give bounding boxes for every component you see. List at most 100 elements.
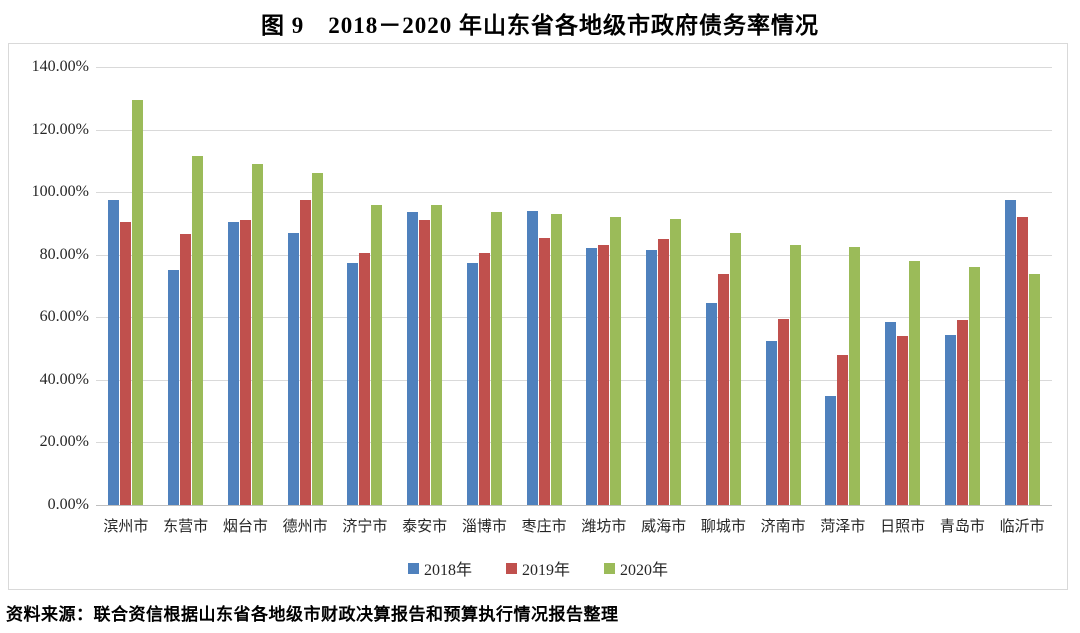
bar bbox=[789, 245, 801, 505]
x-axis-label: 聊城市 bbox=[700, 519, 746, 535]
gridline bbox=[96, 192, 1052, 194]
bar bbox=[705, 303, 717, 505]
legend-item: 2019年 bbox=[505, 556, 570, 580]
bar bbox=[717, 273, 729, 505]
bar bbox=[598, 245, 610, 505]
bar bbox=[646, 250, 658, 505]
bar bbox=[1004, 199, 1016, 505]
x-axis-label: 威海市 bbox=[641, 519, 687, 535]
y-tick-label: 20.00% bbox=[39, 433, 89, 451]
bar bbox=[192, 156, 204, 505]
bar-group bbox=[395, 67, 455, 505]
legend-label: 2018年 bbox=[423, 562, 472, 579]
y-tick-label: 60.00% bbox=[39, 308, 89, 326]
x-axis-label: 临沂市 bbox=[999, 519, 1045, 535]
bar bbox=[1016, 217, 1028, 505]
y-axis: 140.00% 120.00% 100.00% 80.00% 60.00% 40.00% 2… bbox=[9, 58, 89, 513]
bar bbox=[586, 248, 598, 505]
bar bbox=[837, 354, 849, 505]
bar bbox=[180, 234, 192, 505]
bar-group bbox=[694, 67, 754, 505]
x-axis-label: 淄博市 bbox=[461, 519, 507, 535]
bar bbox=[1028, 273, 1040, 505]
bar bbox=[120, 221, 132, 505]
bar bbox=[956, 320, 968, 505]
bar bbox=[550, 214, 562, 505]
bar bbox=[466, 262, 478, 505]
bar bbox=[407, 212, 419, 505]
plot-area bbox=[96, 67, 1052, 506]
x-axis: 滨州市 东营市 烟台市 德州市 济宁市 泰安市 淄博市 枣庄市 潍坊市 威海市 聊城市 济南市 菏泽市日… bbox=[96, 515, 1052, 536]
bar bbox=[765, 340, 777, 505]
bar-group bbox=[873, 67, 933, 505]
bar-group bbox=[156, 67, 216, 505]
bar bbox=[490, 212, 502, 505]
x-axis-label: 青岛市 bbox=[939, 519, 985, 535]
legend-swatch-icon bbox=[407, 562, 419, 574]
bar bbox=[729, 232, 741, 505]
y-tick-label: 40.00% bbox=[39, 370, 89, 388]
bar-series-container bbox=[96, 67, 1052, 505]
legend-label: 2019年 bbox=[521, 562, 570, 579]
bar bbox=[108, 199, 120, 505]
bar bbox=[347, 262, 359, 505]
gridline bbox=[96, 442, 1052, 444]
bar-group bbox=[216, 67, 276, 505]
bar-group bbox=[813, 67, 873, 505]
gridline bbox=[96, 254, 1052, 256]
legend-swatch-icon bbox=[604, 562, 615, 574]
x-axis-label: 济南市 bbox=[760, 519, 806, 535]
bar bbox=[419, 220, 431, 505]
bar-group bbox=[933, 67, 993, 505]
gridline bbox=[96, 317, 1052, 319]
bar-group bbox=[335, 67, 395, 505]
bar bbox=[670, 218, 682, 505]
legend-label: 2020年 bbox=[620, 562, 669, 579]
bar bbox=[431, 204, 443, 505]
legend: 2018年 2019年 2020年 bbox=[9, 556, 1067, 580]
x-axis-label: 枣庄市 bbox=[521, 519, 567, 535]
bar bbox=[849, 246, 861, 505]
x-axis-label: 泰安市 bbox=[402, 519, 448, 535]
x-axis-line bbox=[96, 505, 1052, 506]
x-axis-label: 日照市 bbox=[880, 519, 926, 535]
y-tick-label: 100.00% bbox=[31, 183, 89, 201]
bar bbox=[538, 237, 550, 505]
y-tick-label: 120.00% bbox=[31, 120, 89, 138]
bar-group bbox=[455, 67, 515, 505]
bar bbox=[526, 210, 538, 505]
bar-group bbox=[574, 67, 634, 505]
bar bbox=[371, 204, 383, 505]
x-axis-label: 菏泽市 bbox=[820, 519, 866, 535]
bar-group bbox=[96, 67, 156, 505]
x-axis-label: 东营市 bbox=[163, 519, 209, 535]
gridline bbox=[96, 67, 1052, 68]
bar bbox=[897, 336, 909, 505]
gridline bbox=[96, 379, 1052, 381]
legend-swatch-icon bbox=[505, 562, 517, 574]
bar bbox=[610, 217, 622, 505]
x-axis-label: 滨州市 bbox=[103, 519, 149, 535]
y-tick-label: 0.00% bbox=[47, 496, 89, 513]
bar bbox=[287, 232, 299, 505]
bar bbox=[658, 239, 670, 505]
x-axis-label: 济宁市 bbox=[342, 519, 388, 535]
bar bbox=[311, 173, 323, 505]
chart-frame: 140.00% 120.00% 100.00% 80.00% 60.00% 40.00% 2… bbox=[8, 43, 1068, 590]
x-axis-label: 潍坊市 bbox=[581, 519, 627, 535]
bar bbox=[227, 221, 239, 505]
x-axis-label: 烟台市 bbox=[222, 519, 268, 535]
bar-group bbox=[753, 67, 813, 505]
source-note: 资料来源：联合资信根据山东省各地级市财政决算报告和预算执行情况报告整理 bbox=[6, 605, 619, 624]
y-tick-label: 80.00% bbox=[39, 245, 89, 263]
y-tick-label: 140.00% bbox=[31, 58, 89, 75]
bar bbox=[825, 395, 837, 505]
bar bbox=[478, 253, 490, 505]
bar bbox=[299, 199, 311, 505]
bar bbox=[777, 318, 789, 505]
legend-item: 2020年 bbox=[604, 556, 668, 580]
bar bbox=[885, 321, 897, 505]
bar bbox=[239, 220, 251, 505]
bar bbox=[359, 253, 371, 505]
